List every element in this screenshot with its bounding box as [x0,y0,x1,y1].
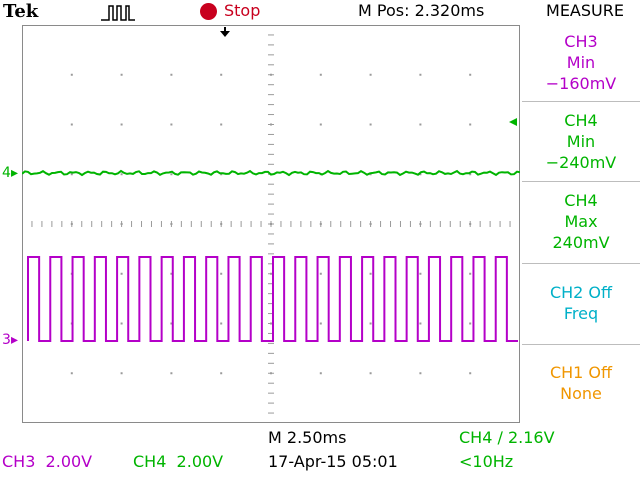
grid-dot [419,372,422,375]
trigger-readout: CH4 ∕ 2.16V [459,428,555,447]
grid-dot [419,123,422,126]
grid-dot [319,73,322,76]
grid-dot [170,123,173,126]
stop-dot-icon [200,3,217,20]
grid-dot [220,123,223,126]
ch3-trace [27,256,518,342]
measure-channel: CH3 [564,32,598,51]
date-time-readout: 17-Apr-15 05:01 [268,452,398,471]
grid-dot [170,322,173,325]
grid-dot [170,372,173,375]
grid-dot [170,173,173,176]
grid-dot [319,123,322,126]
ch4-trigger-level-marker [509,118,517,126]
grid-dot [120,73,123,76]
grid-dot [70,123,73,126]
measure-value: −160mV [545,74,617,93]
grid-dot [120,372,123,375]
measure-channel: CH4 [564,111,598,130]
trigger-frequency-readout: <10Hz [459,452,514,471]
grid-dot [369,372,372,375]
grid-dot [319,272,322,275]
measure-channel: CH4 [564,191,598,210]
grid-dot [369,272,372,275]
grid-dot [369,173,372,176]
measure-value: −240mV [545,153,617,172]
ch3-scale-readout[interactable]: CH3 2.00V [2,452,93,471]
grid-dot [70,173,73,176]
grid-dot [469,173,472,176]
run-state-label: Stop [224,1,261,20]
grid-dot [469,322,472,325]
measure-channel: CH2 Off [549,283,613,302]
measure-item-ch4-min[interactable]: CH4 Min −240mV [522,110,640,173]
horizontal-position-readout: M Pos: 2.320ms [358,1,485,20]
grid-dot [469,73,472,76]
grid-dot [120,322,123,325]
measure-item-ch1-off[interactable]: CH1 Off None [522,362,640,404]
measure-item-ch3-min[interactable]: CH3 Min −160mV [522,31,640,94]
grid-dot [419,272,422,275]
ch4-scale-readout[interactable]: CH4 2.00V [133,452,224,471]
square-pulse-icon [101,5,135,21]
grid-dot [170,73,173,76]
measure-divider [522,181,640,182]
measure-value: 240mV [552,233,610,252]
measure-stat: Freq [563,304,599,323]
grid-dot [120,173,123,176]
waveform-display [22,25,520,423]
ch3-ground-arrow: ▸ [11,332,19,348]
grid-dot [220,73,223,76]
measure-item-ch2-off[interactable]: CH2 Off Freq [522,282,640,324]
grid-dot [369,322,372,325]
grid-dot [120,123,123,126]
grid-dot [469,123,472,126]
measure-stat: Min [566,132,596,151]
grid-dot [70,73,73,76]
measure-panel-title: MEASURE [546,1,624,20]
grid-dot [220,372,223,375]
measure-divider [522,344,640,345]
measure-divider [522,101,640,102]
grid-dot [220,272,223,275]
grid-dot [419,73,422,76]
grid-dot [70,372,73,375]
measure-divider [522,263,640,264]
ch3-ground-marker[interactable]: 3 [2,332,11,348]
grid-dot [469,272,472,275]
measure-stat: Max [564,212,598,231]
grid-dot [419,173,422,176]
ch4-ground-arrow: ▸ [11,165,19,181]
grid-dot [369,123,372,126]
timebase-readout: M 2.50ms [268,428,347,447]
measure-item-ch4-max[interactable]: CH4 Max 240mV [522,190,640,253]
brand-logo: Tek [3,1,39,22]
grid-dot [220,322,223,325]
top-status-bar: Tek Stop M Pos: 2.320ms MEASURE [0,0,640,22]
grid-dot [319,322,322,325]
trigger-position-marker [220,31,230,37]
measure-stat: Min [566,53,596,72]
grid-dot [319,372,322,375]
grid-dot [170,272,173,275]
ch4-ground-marker[interactable]: 4 [2,165,11,181]
grid-dot [369,73,372,76]
measure-stat: None [560,384,602,403]
grid-dot [120,272,123,275]
grid-dot [469,372,472,375]
measure-channel: CH1 Off [549,363,613,382]
grid-dot [419,322,422,325]
ch4-trace [22,169,520,177]
